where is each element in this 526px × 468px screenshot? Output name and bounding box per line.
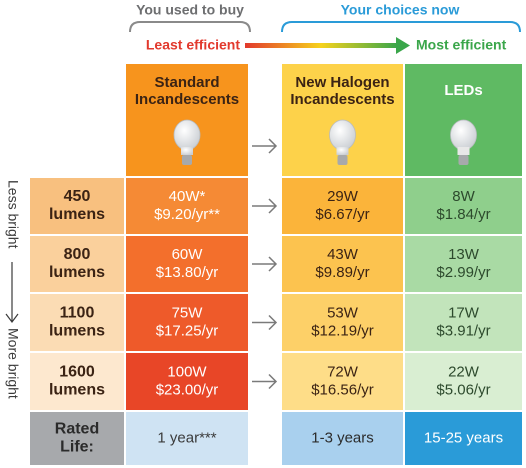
column-title: Incandescents (290, 91, 394, 108)
bulb-glass (174, 120, 200, 150)
side-label: Less bright (5, 180, 21, 249)
arrow (252, 375, 276, 389)
cell-text: 17W (448, 304, 480, 321)
side-label: More bright (5, 328, 21, 399)
past-label: You used to buy (136, 2, 244, 18)
row-label: lumens (49, 264, 105, 281)
cell-text: 40W* (169, 188, 206, 205)
cell-text: $1.84/yr (436, 206, 490, 223)
row-label: 1100 (60, 305, 95, 322)
cell-text: $3.91/yr (436, 322, 490, 339)
row-label: 1600 (59, 364, 95, 381)
bulb-neck (181, 147, 193, 155)
cell-text: 75W (172, 304, 204, 321)
bulb-neck (458, 147, 470, 155)
bulb-comparison: You used to buy Your choices now Least e… (0, 0, 526, 468)
arrow (252, 257, 276, 271)
cell-text: 13W (448, 246, 480, 263)
row-label: 800 (64, 246, 91, 263)
least-label: Least efficient (146, 37, 240, 53)
rated-value: 1-3 years (311, 429, 374, 446)
row-label: 450 (64, 188, 91, 205)
cell-text: $2.99/yr (436, 264, 490, 281)
cell-text: $12.19/yr (311, 322, 374, 339)
cell-text: 60W (172, 246, 204, 263)
cell-text: $17.25/yr (156, 322, 219, 339)
cell-text: 8W (452, 188, 475, 205)
column-title: Incandescents (135, 91, 239, 108)
bulb-neck (337, 147, 349, 155)
arrow-head (396, 37, 410, 54)
arrow (252, 139, 276, 153)
arrow (252, 199, 276, 213)
rated-label: Life: (60, 439, 94, 456)
bulb-base (182, 155, 192, 165)
cell-text: 53W (327, 304, 359, 321)
cell-text: $16.56/yr (311, 381, 374, 398)
cell-text: 100W (167, 363, 207, 380)
rated-value: 1 year*** (157, 429, 216, 446)
cell-text: 72W (327, 363, 359, 380)
arrow (252, 316, 276, 330)
cell-text: $9.20/yr** (154, 206, 220, 223)
cell-text: 22W (448, 363, 480, 380)
row-label: lumens (49, 382, 105, 399)
bulb-glass (451, 120, 477, 150)
bulb-glass (330, 120, 356, 150)
column-title: Standard (154, 74, 219, 91)
rated-value: 15-25 years (424, 429, 503, 446)
cell-text: $6.67/yr (315, 206, 369, 223)
most-label: Most efficient (416, 37, 507, 53)
cell-text: $13.80/yr (156, 264, 219, 281)
cell-text: $23.00/yr (156, 381, 219, 398)
column-title: LEDs (444, 82, 482, 99)
row-label: lumens (49, 323, 105, 340)
bracket (282, 22, 520, 32)
row-label: lumens (49, 206, 105, 223)
side-arrow (6, 262, 18, 322)
cell-text: 43W (327, 246, 359, 263)
bulb-base (338, 155, 348, 165)
rated-label: Rated (55, 421, 99, 438)
column-title: New Halogen (295, 74, 389, 91)
bracket (130, 22, 250, 32)
bulb-base (459, 155, 469, 165)
cell-text: 29W (327, 188, 359, 205)
cell-text: $9.89/yr (315, 264, 369, 281)
cell-text: $5.06/yr (436, 381, 490, 398)
efficiency-arrow (245, 43, 397, 48)
now-label: Your choices now (341, 2, 460, 18)
